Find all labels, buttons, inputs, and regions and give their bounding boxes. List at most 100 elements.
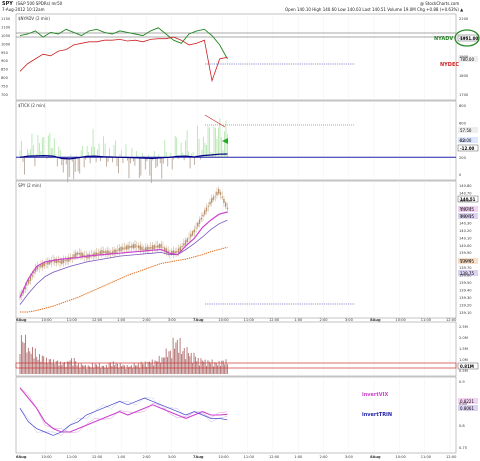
spy-candle-body — [24, 286, 26, 290]
spy-candle-body — [219, 192, 222, 195]
spy-candle-body — [41, 262, 44, 268]
spy-axis-3: 140.50 — [459, 206, 472, 210]
spy-candle-body — [122, 247, 124, 250]
spy-candle-body — [211, 198, 213, 203]
spy-candle-body — [123, 247, 126, 249]
price-tag-tick-c-box — [457, 144, 479, 152]
panel-title-nyadv: $NYADV (2 min) — [18, 16, 50, 21]
x-tick-bottom-1: 10:00 — [41, 455, 52, 459]
spy-candle-body — [73, 254, 75, 258]
x-tick-mid-6: 3:00 — [168, 318, 177, 322]
spy-candle-body — [95, 252, 98, 256]
legend-inverttrin: invertTRIN — [362, 412, 392, 418]
spy-candle-body — [160, 244, 162, 248]
spy-axis-7: 140.10 — [459, 236, 472, 240]
nyadv-right-tick-0: 2100 — [459, 17, 469, 21]
nyadv-left-tick-2: 1050 — [1, 34, 11, 38]
price-tag-nyadv: 1951.00 — [460, 36, 478, 41]
spy-candle-body — [191, 231, 194, 236]
x-tick-mid-17: 12:00 — [446, 318, 457, 322]
spy-candle-body — [78, 252, 80, 255]
x-tick-bottom-13: 3:00 — [345, 455, 354, 459]
x-tick-mid-16: 11:00 — [421, 318, 432, 322]
x-tick-bottom-14: 8Aug — [370, 455, 381, 459]
spy-candle-body — [85, 255, 87, 258]
spy-candle-body — [71, 257, 73, 258]
spy-candle-body — [224, 202, 227, 207]
price-tag-tick-a: 57.50 — [460, 128, 472, 133]
price-tag-nyadv-box — [457, 34, 479, 42]
spy-candle-body — [33, 271, 35, 274]
nyadv-right-tick-2: 1900 — [459, 55, 469, 59]
spy-axis-16: 139.20 — [459, 304, 472, 308]
x-tick-bottom-6: 3:00 — [168, 455, 177, 459]
x-tick-mid-9: 11:00 — [244, 318, 255, 322]
spy-axis-4: 140.40 — [459, 214, 472, 218]
price-tag-spy-e-box — [458, 270, 478, 276]
spy-candle-body — [188, 237, 190, 239]
spy-candle-body — [197, 222, 199, 227]
spy-candle-body — [28, 279, 30, 284]
tick-trend-line — [204, 114, 226, 128]
spy-candle-body — [158, 243, 161, 249]
spy-candle-body — [221, 196, 223, 198]
x-tick-bottom-12: 2:00 — [320, 455, 329, 459]
spy-axis-6: 140.20 — [459, 229, 472, 233]
spy-candle-body — [38, 266, 40, 268]
spy-candle-body — [129, 246, 131, 248]
spy-candle-body — [198, 219, 201, 224]
spy-candle-body — [226, 207, 229, 210]
tick-axis-0: 800 — [459, 104, 467, 108]
spy-candle-body — [76, 252, 79, 255]
spy-candle-body — [212, 196, 215, 200]
spy-candle-body — [156, 245, 159, 248]
spy-candle-body — [184, 240, 187, 245]
spy-candle-body — [45, 263, 47, 265]
spy-candle-body — [132, 244, 134, 249]
x-tick-mid-2: 11:00 — [67, 318, 78, 322]
x-tick-bottom-3: 12:00 — [92, 455, 103, 459]
panel-frame-1 — [15, 13, 457, 101]
spy-candle-body — [19, 297, 21, 298]
x-tick-bottom-7: 7Aug — [193, 455, 204, 459]
spy-axis-13: 139.50 — [459, 281, 472, 285]
spy-axis-15: 139.30 — [459, 296, 472, 300]
price-tag-spy-e: 139.75 — [460, 271, 474, 276]
legend-nydec: NYDEC — [440, 62, 459, 68]
x-tick-mid-1: 10:00 — [41, 318, 52, 322]
spy-candle-body — [62, 259, 65, 264]
spy-candle-body — [181, 245, 183, 248]
nyadv-right-tick-3: 1800 — [459, 74, 469, 78]
x-tick-mid-0: 6Aug — [16, 318, 27, 322]
panel-frame-2 — [15, 100, 457, 181]
chart-marks — [15, 27, 457, 436]
spy-candle-body — [174, 251, 176, 254]
x-tick-bottom-0: 6Aug — [16, 455, 27, 459]
spy-candle-body — [143, 249, 145, 250]
nydec-series-line — [19, 36, 228, 83]
spy-candle-body — [163, 247, 166, 251]
spy-candle-body — [207, 205, 209, 207]
symbol-description: (S&P 500 SPDRs) mr50 — [16, 1, 63, 6]
vol-axis-0: 2.5M — [459, 325, 468, 329]
x-tick-mid-12: 2:00 — [320, 318, 329, 322]
tick-green-arrow — [222, 138, 228, 144]
spy-candle-body — [94, 252, 96, 257]
nyadv-left-tick-1: 1100 — [1, 25, 11, 29]
spy-candle-body — [104, 251, 107, 253]
spy-candle-body — [195, 227, 197, 229]
spy-candle-body — [40, 264, 42, 268]
spy-ma-purple — [19, 211, 228, 298]
panel-title-spy: SPY (2 min) — [18, 183, 41, 188]
tick-axis-2: 400 — [459, 139, 467, 143]
vix-raw-line — [19, 387, 228, 433]
chart-header: SPY (S&P 500 SPDRs) mr50 7-Aug-2012 10:1… — [0, 0, 480, 14]
quote-stats: Open 140.10 High 140.60 Low 140.03 Last … — [285, 7, 464, 12]
spy-candle-body — [144, 247, 147, 251]
axis-labels: 6Aug 6Aug 10:00 10:00 11:00 11:00 12:00 12:00 1:… — [1, 17, 472, 459]
spy-candle-body — [59, 260, 61, 263]
spy-candle-body — [75, 252, 77, 257]
spy-candle-body — [64, 260, 67, 261]
x-tick-bottom-16: 11:00 — [421, 455, 432, 459]
